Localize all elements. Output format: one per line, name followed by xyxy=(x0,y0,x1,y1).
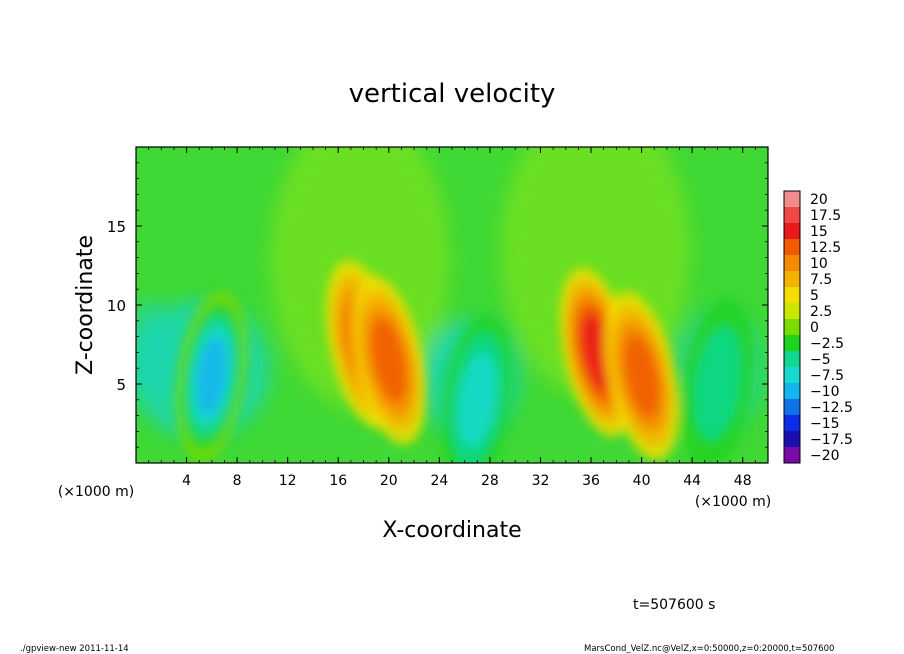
x-axis-title: X-coordinate xyxy=(382,518,521,543)
x-axis: 4 8 12 16 20 24 28 32 36 40 44 48 xyxy=(148,147,756,489)
colorbar-label: −15 xyxy=(810,416,840,432)
colorbar-label: 10 xyxy=(810,256,828,272)
x-tick-label: 8 xyxy=(233,473,242,489)
time-label: t=507600 s xyxy=(633,597,715,613)
x-tick-label: 48 xyxy=(734,473,752,489)
colorbar-swatch xyxy=(784,447,800,464)
heatmap-field xyxy=(136,147,768,463)
y-tick-label: 10 xyxy=(107,297,126,315)
colorbar-swatch xyxy=(784,271,800,288)
colorbar-swatch xyxy=(784,319,800,336)
colorbar-swatch xyxy=(784,303,800,320)
x-tick-label: 28 xyxy=(481,473,499,489)
colorbar-swatch xyxy=(784,191,800,208)
colorbar-label: −20 xyxy=(810,448,840,464)
colorbar-swatch xyxy=(784,255,800,272)
colorbar-label: 5 xyxy=(810,288,819,304)
x-tick-label: 16 xyxy=(329,473,347,489)
colorbar-swatch xyxy=(784,223,800,240)
x-tick-label: 36 xyxy=(582,473,600,489)
colorbar-label: 20 xyxy=(810,192,828,208)
x-tick-label: 44 xyxy=(683,473,701,489)
x-tick-label: 32 xyxy=(532,473,550,489)
colorbar-label: 15 xyxy=(810,224,828,240)
colorbar-label: −10 xyxy=(810,384,840,400)
colorbar-swatch xyxy=(784,367,800,384)
x-unit-label-right: (×1000 m) xyxy=(695,494,771,510)
colorbar-label: −17.5 xyxy=(810,432,853,448)
colorbar-swatch xyxy=(784,383,800,400)
colorbar-swatch xyxy=(784,399,800,416)
x-tick-label: 40 xyxy=(633,473,651,489)
field-blob xyxy=(196,336,228,416)
colorbar-label: 2.5 xyxy=(810,304,832,320)
chart-title: vertical velocity xyxy=(349,79,556,109)
x-tick-label: 24 xyxy=(430,473,448,489)
colorbar-label: −12.5 xyxy=(810,400,853,416)
footer-left: ./gpview-new 2011-11-14 xyxy=(20,644,129,654)
colorbar-swatch xyxy=(784,431,800,448)
x-tick-label: 4 xyxy=(182,473,191,489)
colorbar-label: 7.5 xyxy=(810,272,832,288)
y-tick-label: 15 xyxy=(107,218,126,236)
y-tick-label: 5 xyxy=(116,376,126,394)
colorbar-label: −5 xyxy=(810,352,831,368)
colorbar-label: −2.5 xyxy=(810,336,844,352)
x-unit-label-left: (×1000 m) xyxy=(58,484,134,500)
colorbar: 2017.51512.5107.552.50−2.5−5−7.5−10−12.5… xyxy=(783,190,853,464)
y-axis: 5 10 15 xyxy=(107,162,768,448)
y-axis-title: Z-coordinate xyxy=(73,235,98,375)
colorbar-frame xyxy=(783,190,801,464)
colorbar-swatch xyxy=(784,207,800,224)
colorbar-swatch xyxy=(784,287,800,304)
colorbar-swatch xyxy=(784,239,800,256)
colorbar-swatch xyxy=(784,415,800,432)
field-blob xyxy=(623,334,660,418)
footer-right: MarsCond_VelZ.nc@VelZ,x=0:50000,z=0:2000… xyxy=(584,644,834,654)
x-tick-label: 12 xyxy=(279,473,297,489)
colorbar-swatch xyxy=(784,351,800,368)
field-blob xyxy=(694,327,741,441)
colorbar-label: 17.5 xyxy=(810,208,841,224)
colorbar-swatch xyxy=(784,335,800,352)
field-blob xyxy=(370,318,407,403)
colorbar-label: 0 xyxy=(810,320,819,336)
colorbar-label: 12.5 xyxy=(810,240,841,256)
field-blob xyxy=(458,352,497,447)
colorbar-label: −7.5 xyxy=(810,368,844,384)
x-tick-label: 20 xyxy=(380,473,398,489)
